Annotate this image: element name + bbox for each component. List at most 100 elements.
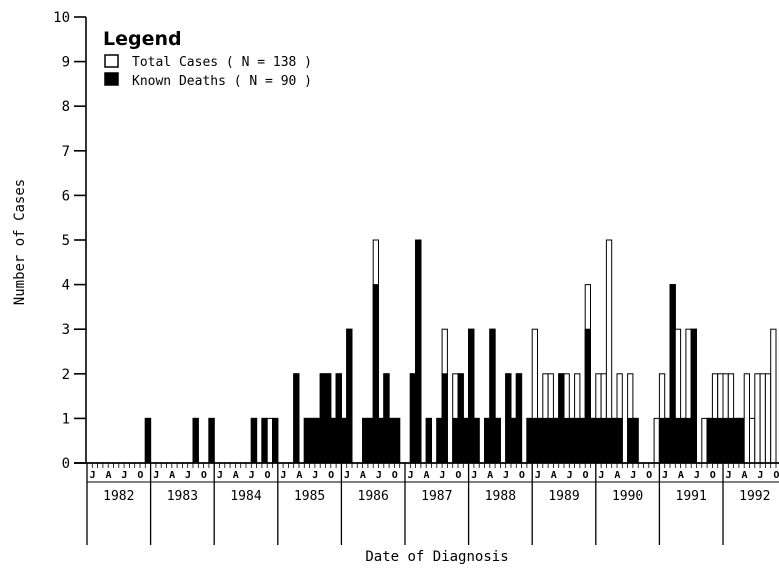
x-quarter-label: A [169, 470, 175, 481]
x-quarter-label: O [328, 470, 334, 481]
y-tick-label: 4 [62, 278, 70, 294]
known-deaths-bar [340, 417, 348, 464]
known-deaths-bar [372, 284, 380, 464]
known-deaths-bar [590, 417, 597, 464]
x-quarter-label: O [137, 470, 143, 481]
x-quarter-label: A [678, 470, 684, 481]
x-year-label: 1984 [230, 489, 261, 504]
known-deaths-bar [669, 284, 676, 464]
x-year-label: 1988 [485, 489, 516, 504]
known-deaths-bar [261, 417, 268, 464]
known-deaths-bar [685, 417, 692, 464]
x-quarter-label: O [710, 470, 716, 481]
known-deaths-bar [711, 417, 719, 464]
known-deaths-bar [600, 417, 607, 464]
x-year-label: 1991 [676, 489, 707, 504]
known-deaths-bar [616, 417, 623, 464]
known-deaths-bar [526, 417, 533, 464]
x-quarter-label: J [726, 470, 732, 481]
x-quarter-label: J [567, 470, 573, 481]
x-quarter-label: J [630, 470, 636, 481]
x-quarter-label: J [662, 470, 668, 481]
known-deaths-bar [664, 417, 671, 464]
known-deaths-bar [584, 328, 592, 464]
known-deaths-bar [632, 417, 639, 464]
y-axis-title: Number of Cases [12, 179, 28, 305]
x-quarter-label: J [153, 470, 159, 481]
known-deaths-bar [505, 373, 512, 464]
known-deaths-bar [473, 417, 480, 464]
x-quarter-label: J [694, 470, 700, 481]
y-tick-label: 7 [62, 144, 70, 160]
x-quarter-label: A [360, 470, 366, 481]
total-cases-bar [770, 328, 777, 464]
x-quarter-label: J [503, 470, 509, 481]
x-quarter-label: J [757, 470, 763, 481]
y-tick-label: 3 [62, 322, 70, 338]
x-quarter-label: A [487, 470, 493, 481]
known-deaths-bar [208, 417, 215, 464]
known-deaths-bar [484, 417, 491, 464]
x-year-label: 1987 [421, 489, 452, 504]
x-quarter-label: J [535, 470, 541, 481]
known-deaths-bar [425, 417, 433, 464]
known-deaths-bar [531, 417, 539, 464]
x-year-label: 1982 [103, 489, 134, 504]
known-deaths-bar [579, 417, 586, 464]
x-quarter-label: J [344, 470, 350, 481]
x-year-label: 1986 [358, 489, 389, 504]
known-deaths-bar [325, 373, 332, 464]
y-tick-label: 0 [62, 456, 70, 472]
total-cases-bar [701, 417, 708, 464]
x-quarter-label: J [217, 470, 223, 481]
known-deaths-bar [727, 417, 735, 464]
known-deaths-bar [415, 239, 422, 464]
known-deaths-bar [542, 417, 549, 464]
total-cases-bar [754, 373, 761, 464]
y-tick-label: 10 [53, 10, 70, 26]
known-deaths-bar [690, 328, 698, 464]
known-deaths-bar [250, 417, 258, 464]
x-quarter-label: J [439, 470, 445, 481]
x-quarter-label: O [646, 470, 652, 481]
known-deaths-bar [452, 417, 459, 464]
known-deaths-bar [144, 417, 152, 464]
known-deaths-bar [383, 373, 390, 464]
x-quarter-label: O [773, 470, 779, 481]
legend: Legend Total Cases ( N = 138 ) Known Dea… [103, 28, 312, 89]
known-deaths-bar [515, 373, 523, 464]
x-quarter-label: J [408, 470, 414, 481]
x-quarter-label: O [455, 470, 461, 481]
x-quarter-label: J [280, 470, 286, 481]
known-deaths-bar [738, 417, 745, 464]
known-deaths-bar [330, 417, 337, 464]
known-deaths-bar [346, 328, 353, 464]
x-quarter-label: A [106, 470, 112, 481]
known-deaths-bar [558, 373, 565, 464]
known-deaths-bar [462, 417, 470, 464]
x-year-label: 1989 [548, 489, 579, 504]
known-deaths-bar [436, 417, 443, 464]
known-deaths-bar [733, 417, 740, 464]
x-quarter-label: O [519, 470, 525, 481]
x-year-label: 1983 [167, 489, 198, 504]
known-deaths-bar [627, 417, 634, 464]
known-deaths-bar [547, 417, 554, 464]
known-deaths-bar [319, 373, 327, 464]
y-tick-label: 5 [62, 233, 70, 249]
x-quarter-label: J [376, 470, 382, 481]
x-year-label: 1985 [294, 489, 325, 504]
legend-swatch-known-deaths [104, 72, 119, 86]
known-deaths-bar [658, 417, 666, 464]
x-quarter-label: J [471, 470, 477, 481]
known-deaths-bar [706, 417, 713, 464]
known-deaths-bar [568, 417, 576, 464]
known-deaths-bar [378, 417, 385, 464]
total-cases-bar [653, 417, 660, 464]
known-deaths-bar [563, 417, 570, 464]
total-cases-bar [749, 417, 756, 464]
known-deaths-bar [303, 417, 311, 464]
known-deaths-bar [494, 417, 501, 464]
